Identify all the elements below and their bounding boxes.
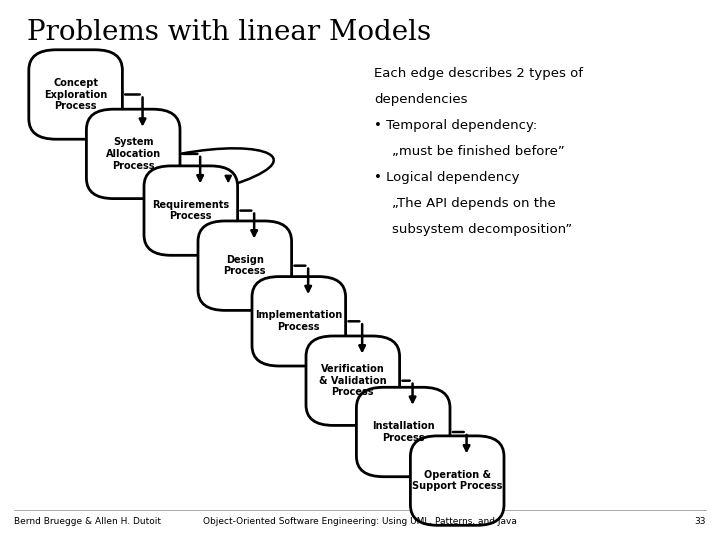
FancyBboxPatch shape (86, 109, 180, 199)
Text: Design
Process: Design Process (223, 255, 266, 276)
Text: „must be finished before”: „must be finished before” (392, 145, 565, 158)
Text: Operation &
Support Process: Operation & Support Process (412, 470, 503, 491)
Text: System
Allocation
Process: System Allocation Process (106, 137, 161, 171)
FancyBboxPatch shape (29, 50, 122, 139)
Text: Problems with linear Models: Problems with linear Models (27, 19, 431, 46)
Text: Installation
Process: Installation Process (372, 421, 434, 443)
Text: • Temporal dependency:: • Temporal dependency: (374, 119, 538, 132)
Text: Concept
Exploration
Process: Concept Exploration Process (44, 78, 107, 111)
Text: Implementation
Process: Implementation Process (255, 310, 343, 332)
FancyBboxPatch shape (356, 387, 450, 477)
Text: Each edge describes 2 types of: Each edge describes 2 types of (374, 68, 583, 80)
Text: Requirements
Process: Requirements Process (152, 200, 230, 221)
Text: „The API depends on the: „The API depends on the (392, 197, 556, 210)
FancyBboxPatch shape (144, 166, 238, 255)
FancyBboxPatch shape (252, 276, 346, 366)
Text: Object-Oriented Software Engineering: Using UML, Patterns, and Java: Object-Oriented Software Engineering: Us… (203, 517, 517, 526)
Text: 33: 33 (694, 517, 706, 526)
Text: Verification
& Validation
Process: Verification & Validation Process (319, 364, 387, 397)
FancyBboxPatch shape (410, 436, 504, 525)
Text: • Logical dependency: • Logical dependency (374, 171, 520, 184)
Text: subsystem decomposition”: subsystem decomposition” (392, 223, 572, 236)
FancyBboxPatch shape (306, 336, 400, 426)
Text: Bernd Bruegge & Allen H. Dutoit: Bernd Bruegge & Allen H. Dutoit (14, 517, 161, 526)
Text: dependencies: dependencies (374, 93, 468, 106)
FancyBboxPatch shape (198, 221, 292, 310)
